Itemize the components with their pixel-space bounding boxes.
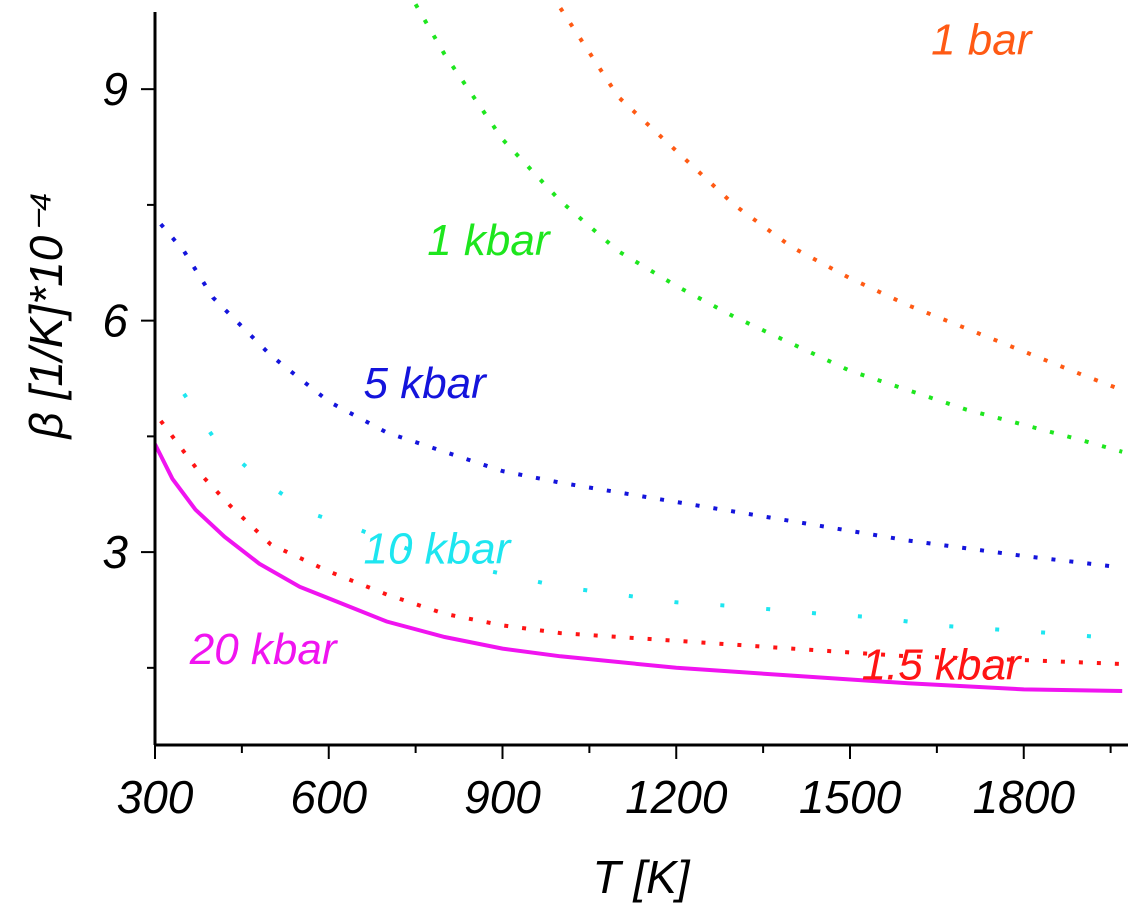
x-tick-label: 1200 bbox=[625, 771, 728, 823]
series-line-5-kbar bbox=[159, 222, 1123, 570]
y-axis-title: β [1/K]*10⁻⁴ bbox=[20, 192, 72, 441]
curves-layer bbox=[155, 3, 1123, 693]
labels-layer: 300 600 900 1200 1500 1800 3 6 9 T [K] β [1/K]*10⁻… bbox=[20, 15, 1075, 903]
series-label: 1 kbar bbox=[427, 216, 552, 265]
x-tick-label: 1800 bbox=[973, 771, 1076, 823]
y-tick-label: 3 bbox=[102, 526, 128, 578]
series-line-20-kbar bbox=[155, 443, 1123, 693]
x-axis-title: T [K] bbox=[592, 851, 690, 903]
series-line-1-kbar bbox=[413, 3, 1123, 454]
x-tick-label: 1500 bbox=[799, 771, 902, 823]
series-label: 1 bar bbox=[931, 15, 1034, 64]
series-line-1-bar bbox=[558, 7, 1123, 392]
series-label: 5 kbar bbox=[364, 359, 489, 408]
axes-layer bbox=[141, 12, 1128, 759]
y-tick-label: 9 bbox=[102, 63, 128, 115]
x-tick-label: 600 bbox=[290, 771, 367, 823]
series-label: 20 kbar bbox=[189, 625, 339, 674]
series-label: 1.5 kbar bbox=[862, 640, 1023, 689]
x-tick-label: 300 bbox=[117, 771, 194, 823]
series-label: 10 kbar bbox=[364, 525, 513, 574]
x-tick-label: 900 bbox=[464, 771, 541, 823]
y-tick-label: 6 bbox=[102, 295, 128, 347]
series-line-10-kbar bbox=[182, 392, 1100, 639]
